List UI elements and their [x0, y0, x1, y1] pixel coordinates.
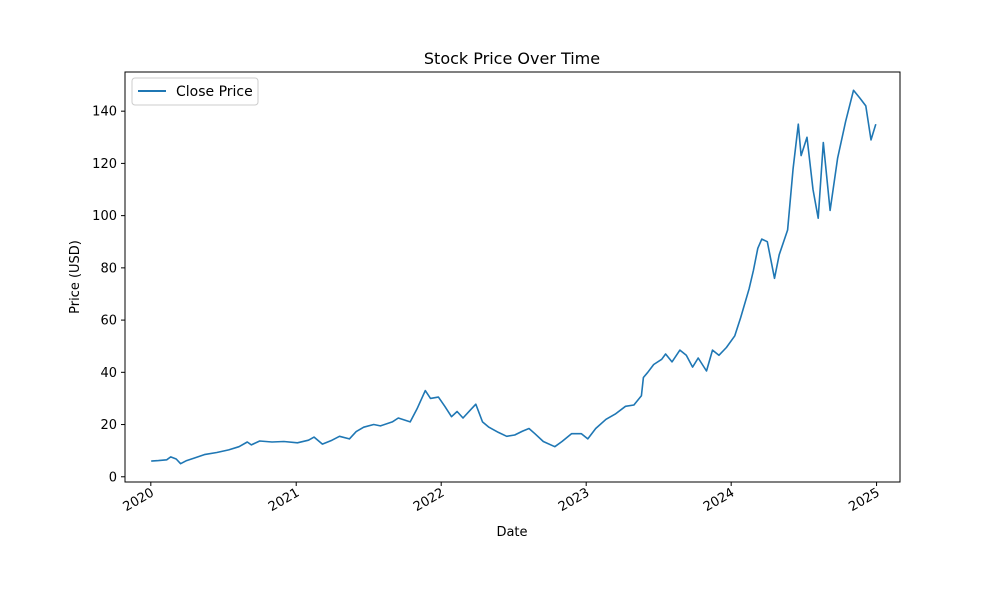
legend-label: Close Price: [176, 84, 253, 100]
y-tick-label: 40: [100, 366, 117, 381]
x-axis-label: Date: [496, 525, 527, 540]
plot-frame: [124, 71, 901, 483]
y-tick-label: 140: [92, 105, 117, 120]
y-tick-label: 0: [109, 470, 117, 485]
legend-frame: [131, 77, 259, 106]
y-tick-label: 80: [100, 261, 117, 276]
y-axis-ticks: 0 20 40 60 80 100 120 140: [92, 105, 125, 485]
plot-area: [151, 89, 877, 465]
y-tick-label: 20: [100, 418, 117, 433]
legend: Close Price: [131, 77, 259, 106]
y-tick-label: 60: [100, 314, 117, 329]
series-line-close-price: [151, 89, 877, 465]
chart-title: Stock Price Over Time: [424, 49, 600, 68]
y-tick-label: 120: [92, 157, 117, 172]
y-axis-label: Price (USD): [68, 240, 83, 314]
y-tick-label: 100: [92, 209, 117, 224]
